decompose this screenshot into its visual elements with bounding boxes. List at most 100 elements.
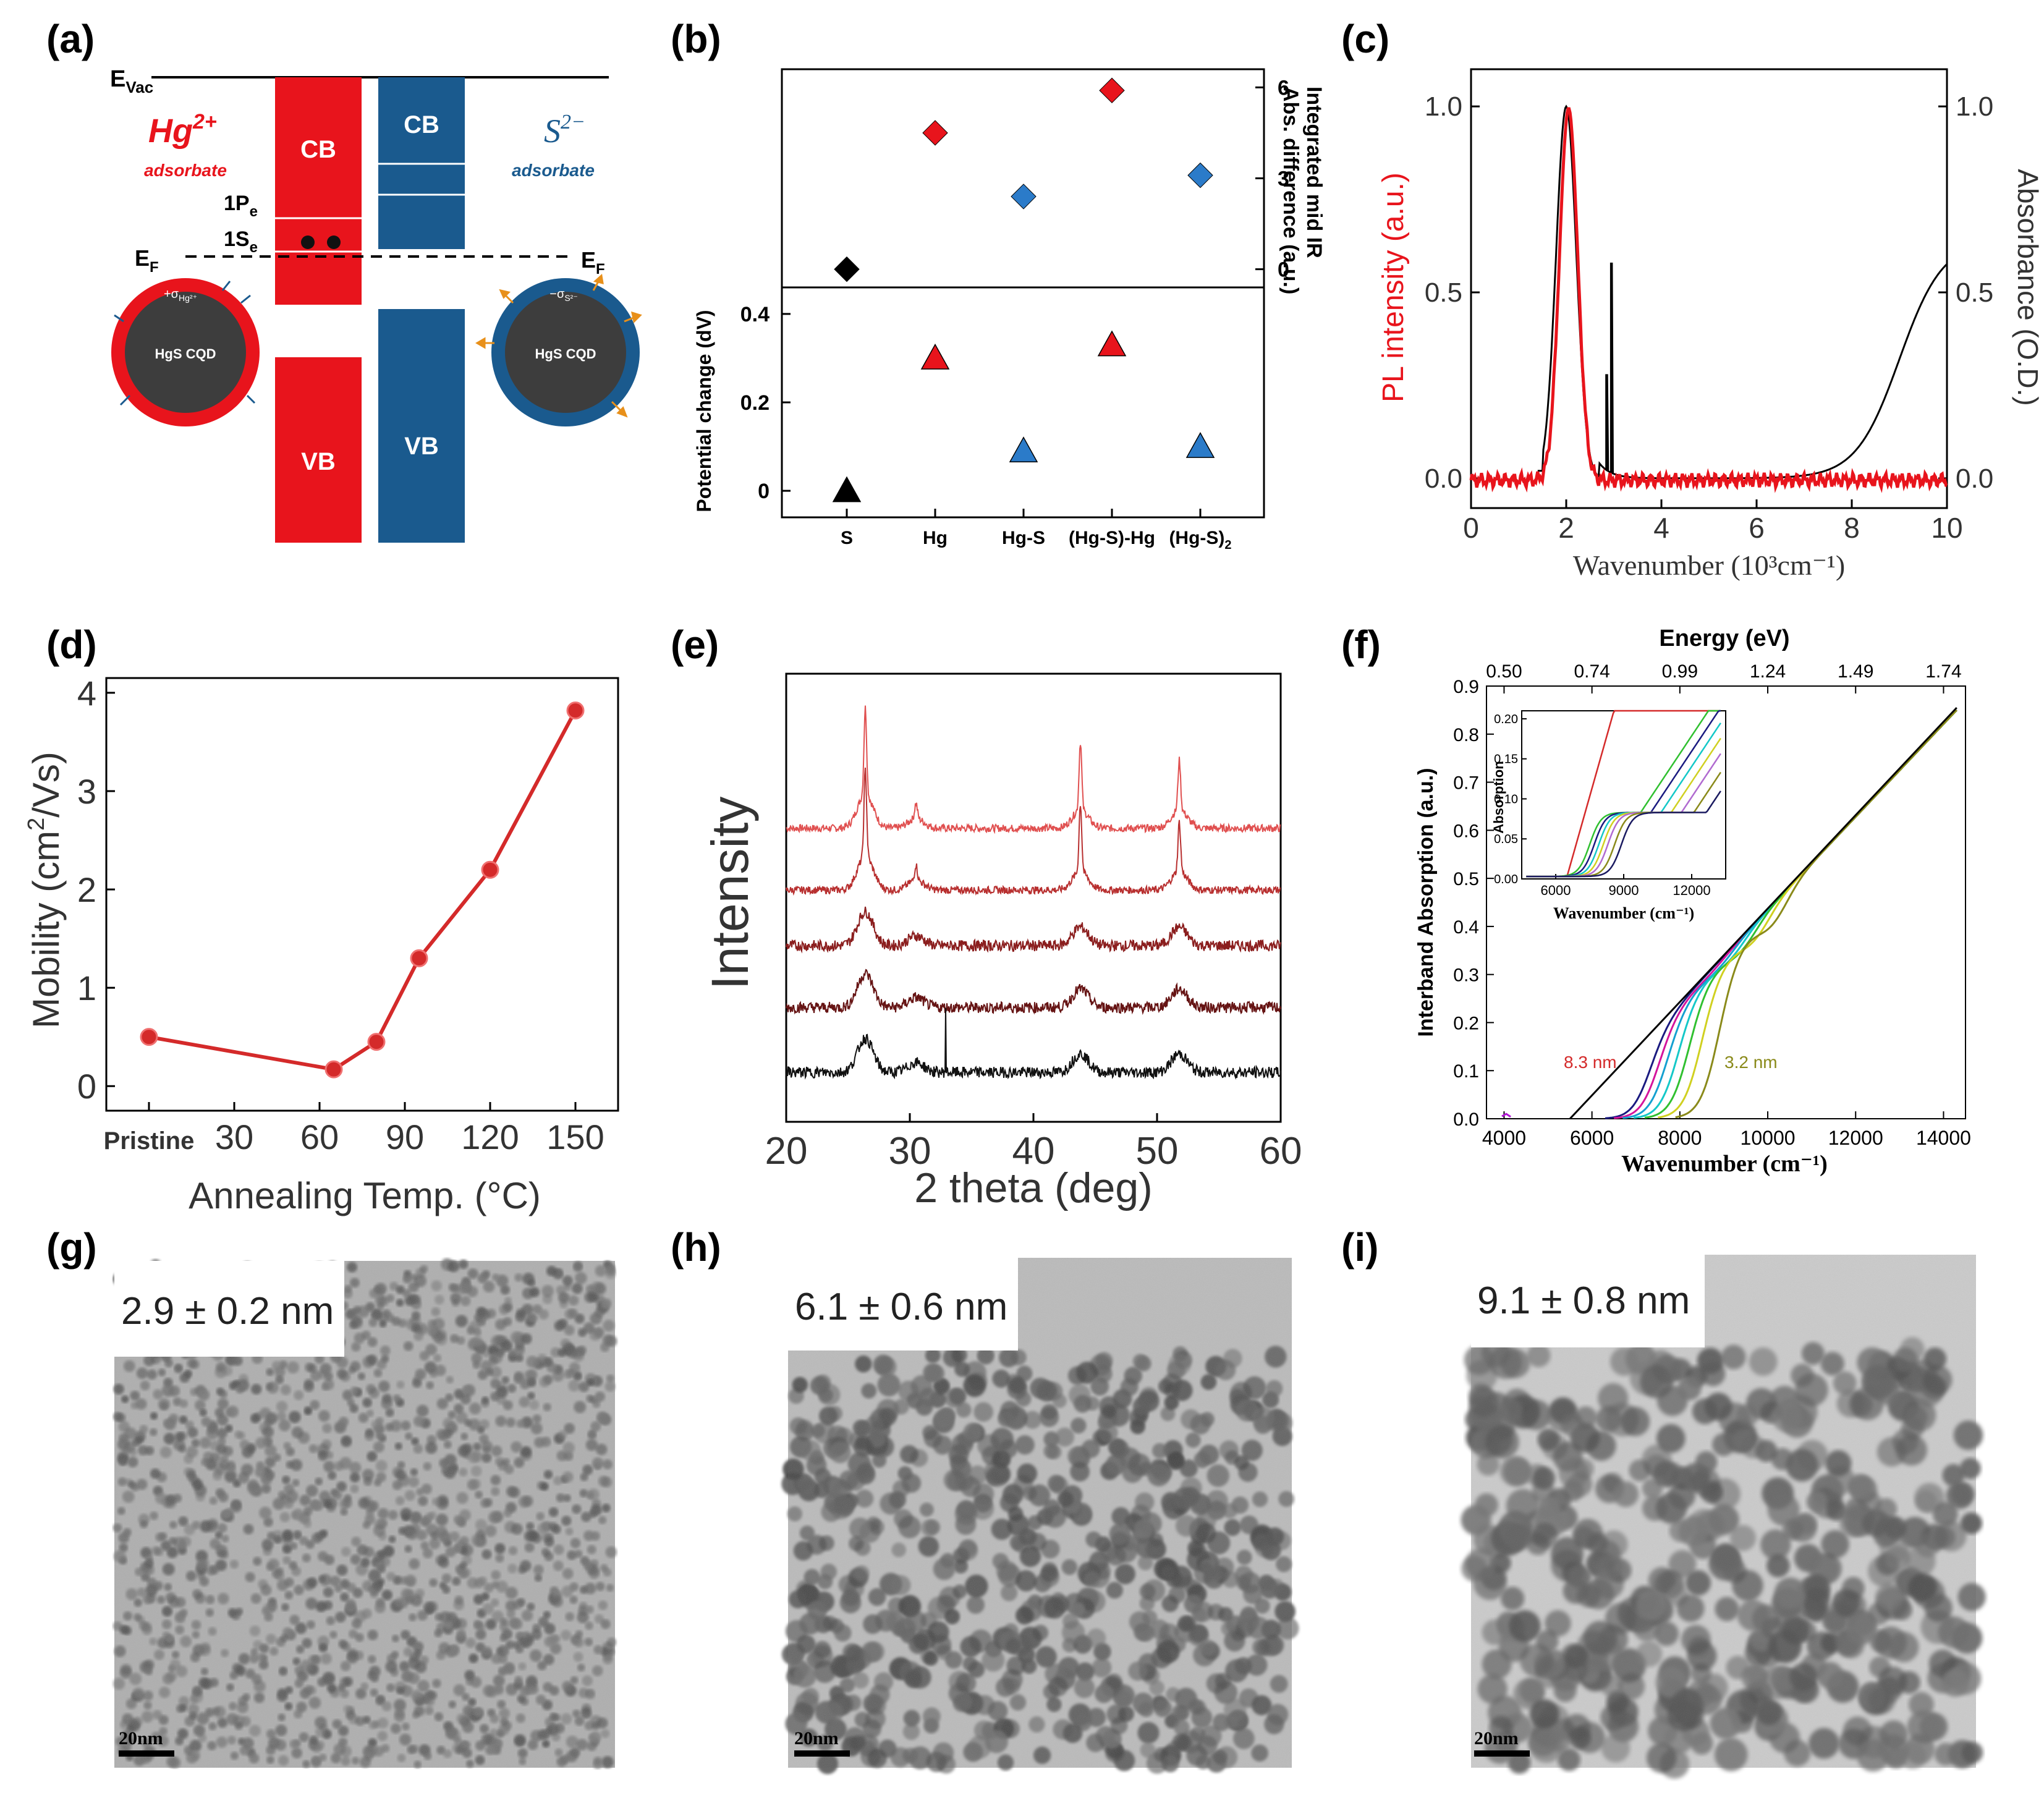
d-ylabel: Mobility (cm2/Vs)	[23, 752, 67, 1028]
f-xlabel: Wavenumber (cm⁻¹)	[1621, 1151, 1828, 1177]
b-left-ylabel: Potential change (dV)	[693, 310, 715, 512]
annotation-8-3nm: 8.3 nm	[1564, 1053, 1617, 1072]
xtick-label: Hg-S	[1002, 528, 1045, 548]
level-1p-label: 1Pe	[224, 192, 258, 220]
ytick-label: 4	[77, 674, 96, 713]
ytick-label: 0	[1278, 258, 1289, 282]
top-tick-label: 0.74	[1574, 661, 1609, 682]
c-xlabel: Wavenumber (10³cm⁻¹)	[1573, 549, 1845, 581]
xrd-trace	[786, 969, 1281, 1016]
ytick-label: 6	[1278, 76, 1289, 100]
inset-line	[1526, 791, 1721, 878]
mobility-line	[148, 710, 577, 1072]
f-inset: 6000 9000 12000 0.00 0.05 0.10 0.15 0.20 Wavenu…	[1491, 710, 1726, 922]
panel-d-chart: Pristine 30 60 90 120 150 0 1 2 3 4 Annealing Temp…	[23, 674, 619, 1216]
axes-frame	[1486, 685, 1966, 1119]
triangle-marker	[832, 476, 862, 503]
s-cb-label: CB	[404, 111, 439, 138]
xtick-label: 90	[386, 1117, 424, 1156]
panel-label-i: (i)	[1341, 1225, 1378, 1270]
xtick-label: 30	[889, 1130, 931, 1173]
e-axes: 20 30 40 50 60	[765, 1113, 1302, 1173]
pl-line	[1469, 107, 1948, 493]
xtick-label: 4000	[1482, 1127, 1526, 1149]
b-top-marks	[834, 77, 1213, 282]
inset-xtick-label: 6000	[1541, 883, 1571, 898]
xtick-label: 8000	[1658, 1127, 1702, 1149]
xtick-label: 4	[1653, 512, 1669, 544]
tem-image-i: 9.1 ± 0.8 nm 20nm	[1461, 1255, 1986, 1779]
xtick-label: 2	[1558, 512, 1574, 544]
hg-quantum-dot: HgS CQD +σHg²⁺	[111, 278, 260, 426]
axes-frame	[105, 677, 619, 1112]
xtick-label: 60	[300, 1117, 339, 1156]
ytick-label: 0.4	[740, 303, 770, 326]
ytick-label: 0.9	[1453, 677, 1479, 697]
xtick-label: 30	[215, 1117, 253, 1156]
ytick-label: 0.2	[740, 391, 770, 415]
xrd-trace	[786, 906, 1281, 954]
panel-e-chart: 20 30 40 50 60 2 theta (deg) Intensity	[701, 672, 1302, 1211]
s-quantum-dot: HgS CQD −σS²⁻	[475, 274, 642, 426]
d-xlabel: Annealing Temp. (°C)	[189, 1175, 541, 1216]
data-point	[140, 1028, 158, 1046]
inset-xlabel: Wavenumber (cm⁻¹)	[1553, 904, 1694, 922]
top-tick-label: 1.49	[1838, 661, 1873, 682]
hg-cb-label: CB	[300, 136, 336, 163]
hg-ion-label: Hg2+	[148, 110, 217, 150]
s-ion-label: S2−	[544, 111, 585, 150]
e-xlabel: 2 theta (deg)	[914, 1164, 1153, 1211]
level-1s-label: 1Se	[224, 227, 258, 256]
xtick-label: Pristine	[104, 1127, 195, 1155]
ytick-label: 0.5	[1453, 869, 1479, 889]
inset-ylabel: Absorption	[1491, 761, 1506, 833]
inset-xtick-label: 9000	[1609, 883, 1639, 898]
xtick-label: 12000	[1828, 1127, 1883, 1149]
panel-label-g: (g)	[46, 1225, 97, 1270]
f-lines	[1501, 706, 1957, 1120]
scale-bar-label: 20nm	[1474, 1728, 1519, 1749]
top-tick-label: 0.99	[1662, 661, 1698, 682]
hg-cb-bar	[275, 77, 362, 305]
scale-bar	[1474, 1750, 1530, 1757]
size-label: 2.9 ± 0.2 nm	[121, 1290, 334, 1333]
ef-label-left: EF	[135, 245, 159, 276]
ytick-label: 0.0	[1425, 464, 1462, 494]
absorption-line	[1675, 709, 1957, 1119]
c-left-ylabel: PL intensity (a.u.)	[1377, 172, 1410, 402]
top-tick-label: 0.50	[1486, 661, 1522, 682]
evac-label: EVac	[110, 66, 153, 96]
d-points	[140, 702, 585, 1079]
ytick-label: 1.0	[1425, 91, 1462, 122]
xtick-label: Hg	[923, 528, 948, 548]
inset-ytick-label: 0.00	[1494, 873, 1518, 886]
ytick-label: 0.5	[1425, 278, 1462, 308]
ytick-label: 0	[77, 1067, 96, 1106]
top-tick-label: 1.74	[1925, 661, 1961, 682]
data-point	[566, 702, 585, 719]
data-point	[324, 1060, 343, 1079]
e-ylabel: Intensity	[701, 797, 759, 990]
xtick-label: S	[841, 528, 853, 548]
panel-labels: (a) (b) (c) (d) (e) (f) (g) (h) (i)	[46, 17, 1389, 1270]
ef-label-right: EF	[581, 247, 605, 278]
annotation-3-2nm: 3.2 nm	[1724, 1053, 1778, 1072]
charge-label: +σHg²⁺	[164, 287, 197, 303]
xtick-label: 50	[1136, 1130, 1179, 1173]
ytick-label: 0.6	[1453, 821, 1479, 841]
data-point	[481, 860, 499, 879]
diamond-marker	[1187, 162, 1213, 189]
panel-label-h: (h)	[671, 1225, 721, 1270]
ytick-label: 0.5	[1956, 278, 1993, 308]
axes-frame	[785, 672, 1282, 1123]
hg-vb-bar	[275, 357, 362, 543]
hg-adsorbate-label: adsorbate	[144, 161, 227, 180]
xrd-trace	[786, 1007, 1281, 1080]
hg-vb-label: VB	[301, 448, 336, 475]
xtick-label: 150	[546, 1117, 604, 1156]
charge-label: −σS²⁻	[549, 287, 577, 303]
absorption-line	[1501, 1113, 1511, 1118]
inset-xtick-label: 12000	[1673, 883, 1710, 898]
e-traces	[786, 705, 1281, 1080]
